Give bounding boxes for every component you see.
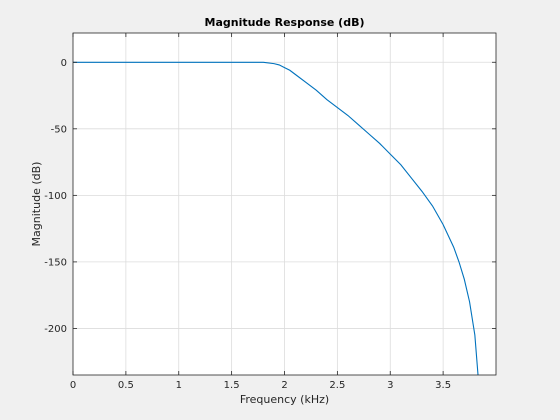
y-axis-label: Magnitude (dB)	[30, 162, 43, 247]
x-tick-label: 3.5	[435, 380, 451, 391]
x-tick-label: 3	[387, 380, 393, 391]
y-tick-label: -50	[51, 124, 67, 135]
y-tick-label: -100	[44, 191, 67, 202]
y-tick-label: -150	[44, 257, 67, 268]
ticks: 0 0.5 1 1.5 2 2.5 3 3.5 0 -50 -100 -150 -200	[44, 33, 496, 391]
x-tick-label: 2	[281, 380, 287, 391]
magnitude-series-line	[73, 61, 479, 376]
x-tick-label: 1	[176, 380, 182, 391]
x-tick-label: 0.5	[118, 380, 134, 391]
x-tick-label: 0	[70, 380, 76, 391]
chart-title: Magnitude Response (dB)	[205, 16, 365, 29]
y-tick-label: -200	[44, 324, 67, 335]
x-tick-label: 2.5	[329, 380, 345, 391]
x-axis-label: Frequency (kHz)	[240, 393, 329, 406]
y-tick-label: 0	[61, 58, 67, 69]
x-tick-label: 1.5	[224, 380, 240, 391]
series-layer	[73, 61, 479, 376]
